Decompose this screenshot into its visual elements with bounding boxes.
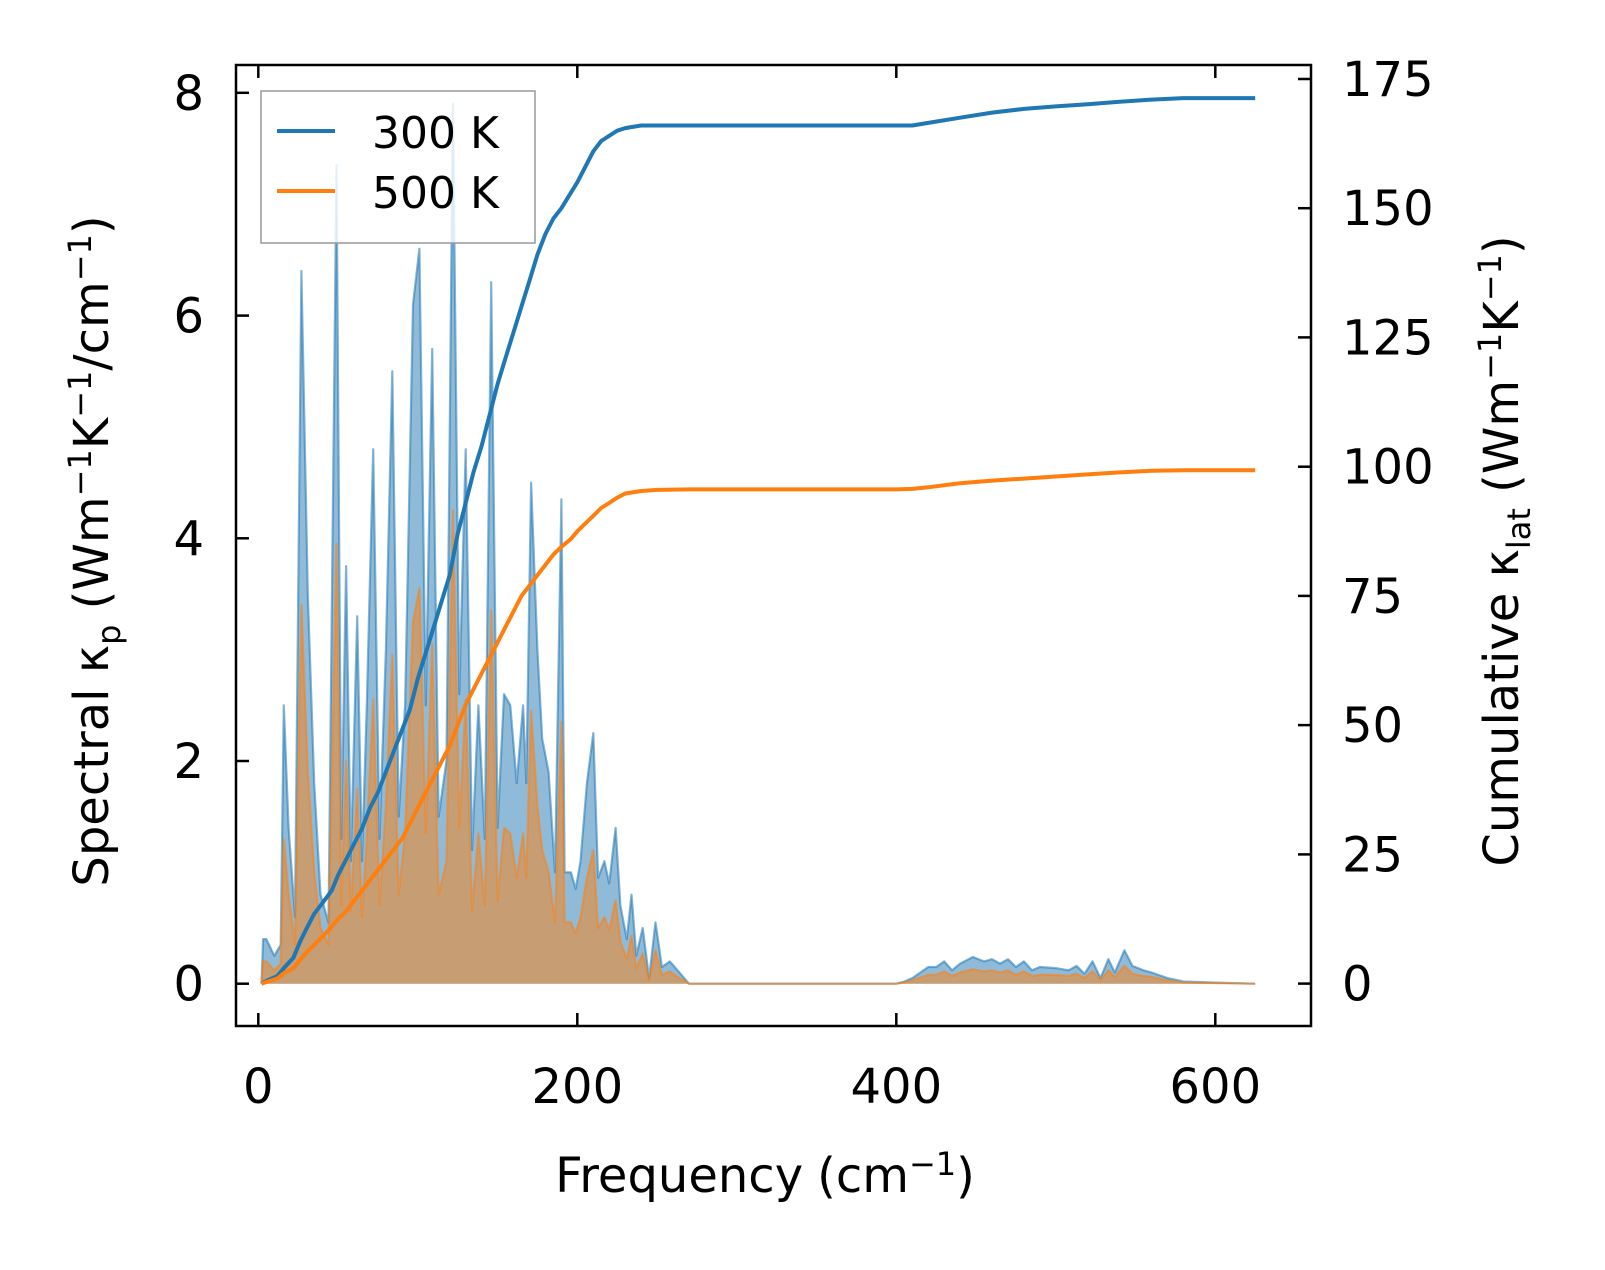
y-right-axis-label: Cumulative κlat (Wm−1K−1) — [1471, 235, 1538, 866]
x-axis-label-close: ) — [956, 1148, 975, 1204]
y-left-label-post: ) — [64, 215, 120, 234]
y-right-label-post: ) — [1474, 235, 1530, 254]
y-right-label-sup2: −1 — [1471, 254, 1509, 301]
x-tick-label-200: 200 — [531, 1059, 623, 1115]
plot-area — [260, 96, 1256, 986]
axes: 0 200 400 600 0 2 4 6 8 0 25 50 75 100 125 150 175 — [173, 52, 1433, 1115]
y-right-tick-label-25: 25 — [1342, 827, 1403, 883]
legend-label-500k: 500 K — [372, 168, 500, 219]
y-right-tick-label-0: 0 — [1342, 957, 1373, 1013]
legend: 300 K 500 K — [260, 90, 536, 244]
spectral-area-300k — [261, 104, 1256, 984]
y-left-axis-label: Spectral κp (Wm−1K−1/cm−1) — [61, 215, 128, 886]
y-left-label-mid3: /cm — [64, 281, 120, 370]
y-right-tick-label-50: 50 — [1342, 698, 1403, 754]
legend-label-300k: 300 K — [372, 108, 500, 159]
y-left-label-mid2: K — [64, 416, 120, 449]
y-right-label-mid2: K — [1474, 300, 1530, 333]
y-left-label-mid1: (Wm — [64, 496, 120, 624]
y-right-tick-label-100: 100 — [1342, 440, 1434, 496]
y-right-tick-label-150: 150 — [1342, 181, 1434, 237]
y-right-label-sup1: −1 — [1471, 333, 1509, 380]
y-left-label-pre: Spectral κ — [64, 645, 120, 887]
y-left-label-sup3: −1 — [61, 234, 99, 281]
y-right-tick-label-125: 125 — [1342, 310, 1434, 366]
y-right-tick-label-175: 175 — [1342, 52, 1434, 108]
y-left-tick-label-6: 6 — [173, 289, 204, 345]
x-tick-label-400: 400 — [850, 1059, 942, 1115]
y-left-label-sup1: −1 — [61, 449, 99, 496]
y-left-label-sub: p — [90, 625, 128, 645]
y-right-label-sub: lat — [1500, 508, 1538, 549]
x-axis-label-unit: (cm — [817, 1148, 909, 1204]
x-tick-label-600: 600 — [1169, 1059, 1261, 1115]
y-right-label-mid1: (Wm — [1474, 380, 1530, 508]
cumulative-line-300k — [260, 96, 1256, 986]
x-axis-label: Frequency (cm−1) — [555, 1145, 975, 1204]
y-left-label-sup2: −1 — [61, 371, 99, 418]
y-left-tick-label-2: 2 — [173, 734, 204, 790]
y-left-tick-label-4: 4 — [173, 511, 204, 567]
spectral-line-500k — [260, 509, 1256, 985]
x-tick-label-0: 0 — [243, 1059, 274, 1115]
x-axis-label-main: Frequency — [555, 1148, 803, 1204]
y-right-label-pre: Cumulative κ — [1474, 549, 1530, 867]
spectral-area-500k — [261, 510, 1256, 984]
legend-frame — [260, 90, 536, 244]
y-left-tick-label-0: 0 — [173, 957, 204, 1013]
spectral-line-300k — [260, 102, 1256, 985]
x-axis-label-sup: −1 — [909, 1145, 956, 1183]
cumulative-line-500k — [260, 468, 1256, 986]
plot-frame — [234, 63, 1313, 1028]
y-left-tick-label-8: 8 — [173, 66, 204, 122]
y-right-tick-label-75: 75 — [1342, 569, 1403, 625]
